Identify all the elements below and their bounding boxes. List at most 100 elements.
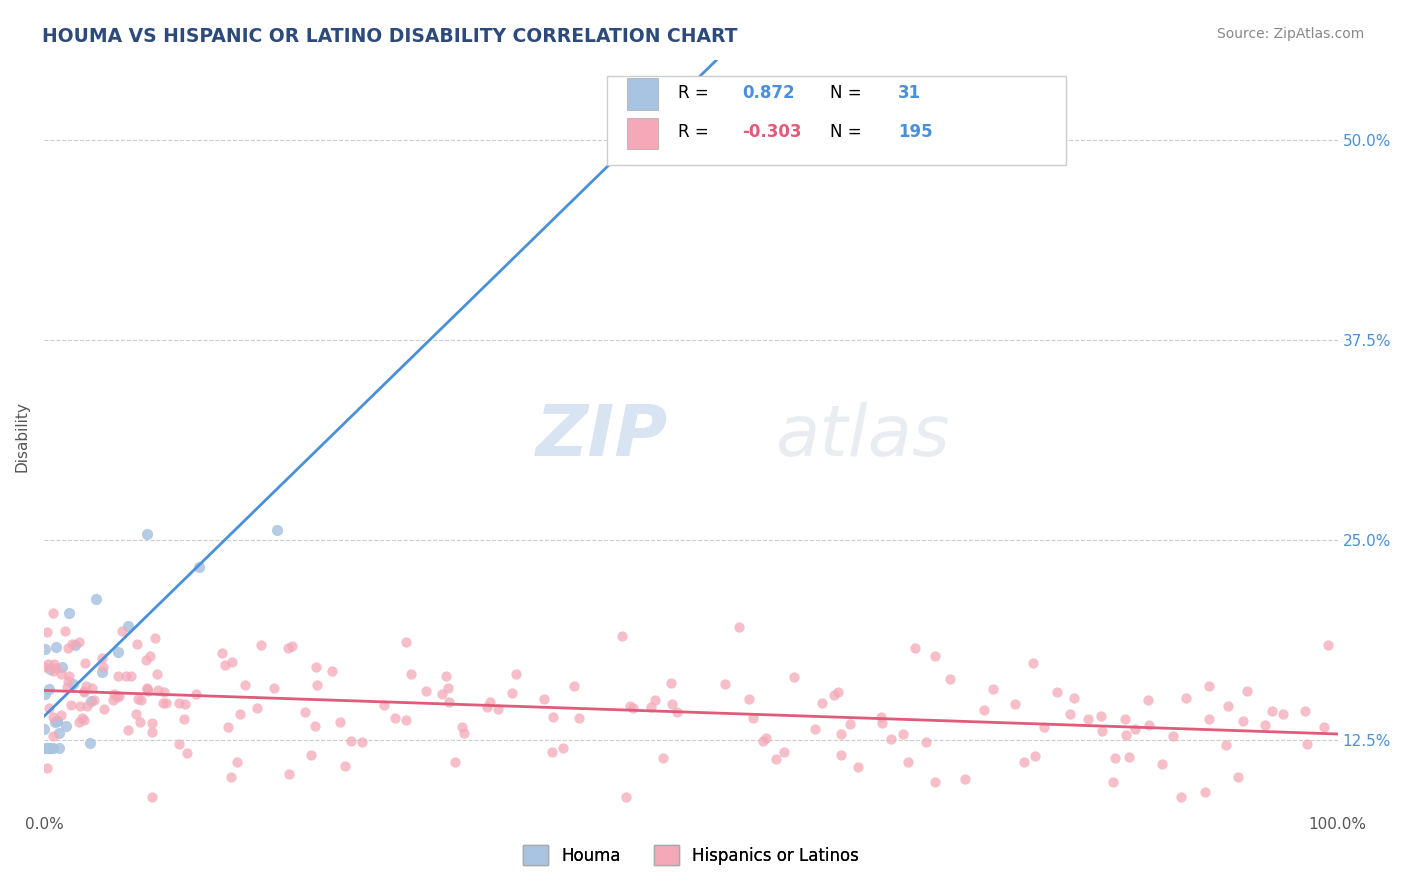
Text: 31: 31 (898, 84, 921, 102)
Point (136, 527, 159, 541)
Point (773, 744, 796, 758)
Point (505, 667, 527, 681)
Point (38, 701, 60, 715)
Point (846, 760, 869, 774)
Point (562, 679, 585, 693)
Text: R =: R = (678, 84, 714, 102)
Text: 0.872: 0.872 (742, 84, 796, 102)
Point (453, 725, 475, 739)
Point (91, 651, 114, 665)
Point (1216, 699, 1239, 714)
Point (107, 669, 129, 683)
Point (755, 731, 778, 745)
Point (173, 712, 195, 726)
Point (1198, 712, 1220, 726)
Point (304, 719, 326, 733)
Point (953, 772, 976, 787)
Point (34, 659, 56, 673)
Point (62, 677, 84, 691)
Point (35, 741, 58, 756)
Point (278, 767, 301, 781)
Point (129, 715, 152, 730)
Point (891, 727, 914, 741)
Point (42, 729, 65, 743)
Text: N =: N = (831, 123, 868, 141)
Point (897, 755, 920, 769)
Point (51, 660, 73, 674)
Point (79, 694, 101, 708)
Point (246, 701, 269, 715)
Point (141, 789, 163, 804)
Point (263, 681, 285, 696)
Point (1033, 720, 1056, 734)
Point (665, 706, 688, 720)
Point (44, 714, 66, 729)
Point (1118, 749, 1140, 764)
Point (135, 681, 157, 696)
Point (395, 635, 418, 649)
Point (127, 691, 149, 706)
Point (69, 699, 91, 714)
Point (73, 685, 96, 699)
Point (39, 662, 62, 676)
Point (644, 692, 666, 706)
Point (742, 711, 765, 725)
Point (443, 755, 465, 769)
Point (437, 681, 460, 696)
Point (176, 746, 198, 760)
Legend: Houma, Hispanics or Latinos: Houma, Hispanics or Latinos (516, 838, 866, 872)
Text: N =: N = (831, 84, 868, 102)
Point (117, 619, 139, 633)
Point (58, 606, 80, 620)
Point (83, 693, 105, 707)
Point (139, 649, 162, 664)
Point (1150, 757, 1173, 772)
Point (105, 690, 128, 704)
Point (1136, 693, 1159, 707)
Point (872, 715, 894, 730)
Point (1090, 724, 1112, 739)
Point (107, 689, 129, 703)
Point (939, 672, 962, 686)
Point (1296, 737, 1319, 751)
Point (73, 683, 96, 698)
Point (415, 684, 437, 698)
Point (541, 745, 564, 759)
Point (1175, 691, 1198, 706)
Point (1260, 705, 1282, 719)
Point (42, 741, 65, 756)
Point (1063, 691, 1085, 706)
Point (266, 523, 288, 537)
Point (811, 696, 834, 710)
Point (135, 653, 157, 667)
Point (752, 734, 775, 748)
Point (1022, 656, 1045, 670)
Point (1114, 712, 1136, 726)
Point (211, 646, 233, 660)
Point (612, 629, 634, 643)
Point (623, 701, 645, 715)
Point (614, 789, 637, 804)
Point (277, 641, 299, 656)
FancyBboxPatch shape (627, 78, 658, 110)
Point (640, 699, 662, 714)
Point (1125, 723, 1147, 737)
Point (67, 715, 90, 730)
Point (93, 702, 115, 716)
Point (219, 770, 242, 784)
Point (56, 680, 79, 694)
Point (103, 693, 125, 707)
Point (479, 695, 502, 709)
Point (75, 656, 97, 670)
Point (1139, 717, 1161, 731)
Point (141, 725, 163, 739)
Point (432, 688, 454, 702)
Point (654, 101, 676, 115)
Point (568, 711, 591, 725)
Point (67, 634, 90, 648)
Point (924, 775, 946, 789)
Text: atlas: atlas (775, 401, 949, 471)
Point (486, 702, 509, 716)
Point (870, 709, 893, 723)
Point (401, 667, 423, 681)
